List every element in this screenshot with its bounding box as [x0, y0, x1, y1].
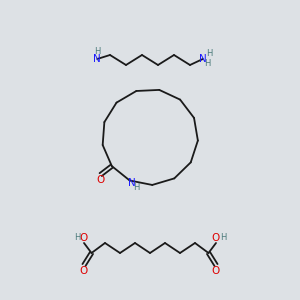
Text: N: N: [128, 178, 136, 188]
Text: H: H: [207, 50, 213, 58]
Text: H: H: [134, 183, 140, 192]
Text: O: O: [212, 266, 220, 276]
Text: O: O: [80, 266, 88, 276]
Text: H: H: [205, 59, 211, 68]
Text: H: H: [220, 232, 226, 242]
Text: O: O: [80, 233, 88, 243]
Text: H: H: [74, 232, 80, 242]
Text: N: N: [93, 54, 101, 64]
Text: N: N: [199, 54, 207, 64]
Text: O: O: [212, 233, 220, 243]
Text: H: H: [94, 47, 101, 56]
Text: O: O: [97, 175, 105, 184]
